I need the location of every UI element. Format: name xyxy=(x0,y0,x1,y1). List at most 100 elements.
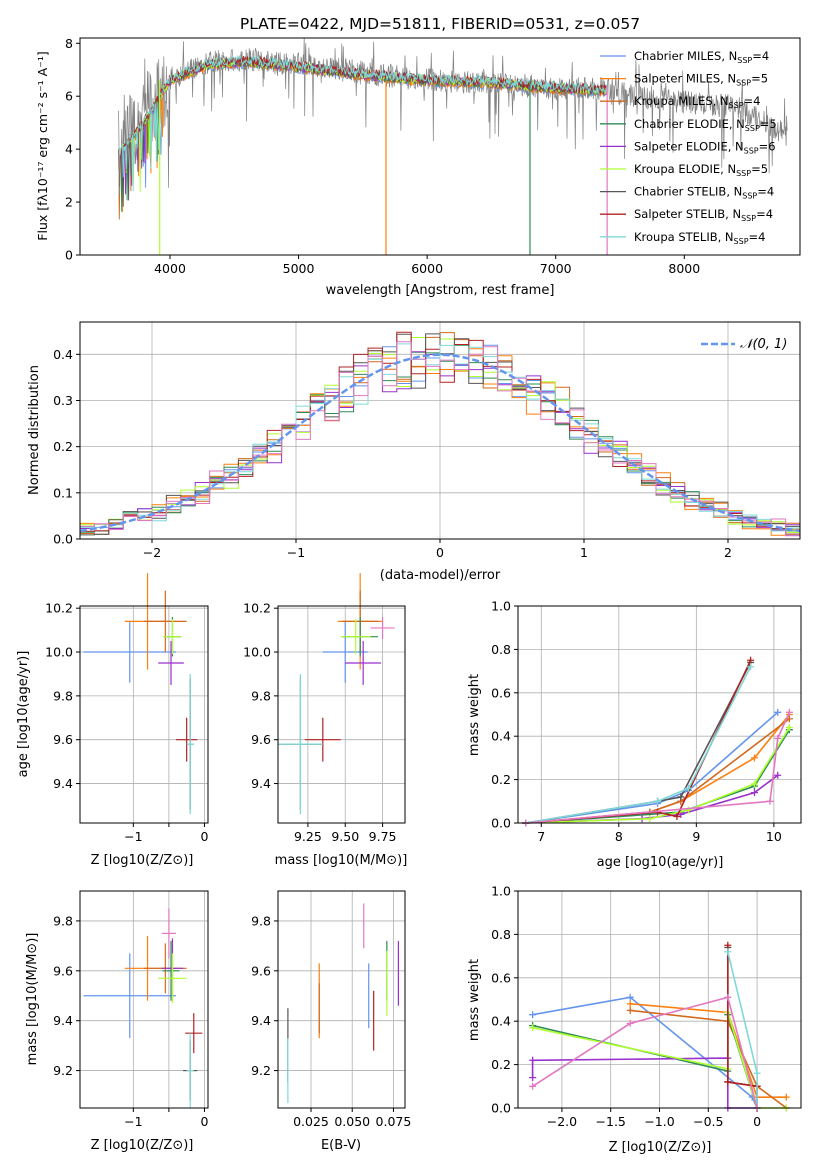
series-marker xyxy=(774,771,782,779)
x-tick-label: 9 xyxy=(692,829,700,844)
errorbar-point xyxy=(185,1013,203,1054)
x-tick-label: 8000 xyxy=(668,261,700,276)
y-tick-label: 9.4 xyxy=(53,776,73,791)
series-marker xyxy=(673,812,681,820)
errorbar-point xyxy=(161,908,176,959)
y-tick-label: 9.8 xyxy=(53,913,73,928)
legend-label-main: Chabrier ELODIE, N xyxy=(634,117,745,131)
legend-label-sub: SSP xyxy=(734,237,749,246)
series-marker xyxy=(750,789,758,797)
x-tick-label: −1 xyxy=(124,1114,142,1129)
x-tick-label: 5000 xyxy=(283,261,315,276)
series-marker xyxy=(529,1074,537,1082)
series-marker xyxy=(626,1006,634,1014)
errorbar-point xyxy=(370,616,395,639)
age-weight-ylabel: mass weight xyxy=(467,674,482,756)
y-tick-label: 8 xyxy=(65,36,73,51)
spectrum-title: PLATE=0422, MJD=51811, FIBERID=0531, z=0… xyxy=(240,15,640,33)
x-tick-label: 0 xyxy=(436,545,444,560)
series-marker xyxy=(747,656,755,664)
x-tick-label: 7000 xyxy=(540,261,572,276)
y-tick-label: 0.2 xyxy=(491,1057,511,1072)
errorbar-point xyxy=(186,673,194,815)
errorbar-point xyxy=(345,641,382,685)
y-tick-label: 0.8 xyxy=(491,927,511,942)
series-marker xyxy=(774,708,782,716)
errorbar-point xyxy=(144,590,187,653)
spectrum-xlabel: wavelength [Angstrom, rest frame] xyxy=(326,283,555,298)
series-marker xyxy=(646,815,654,823)
y-tick-label: 9.6 xyxy=(53,732,73,747)
errorbar-point xyxy=(158,641,184,685)
series-marker xyxy=(750,780,758,788)
z-weight-plot: −2.0 −1.5 −1.0 −0.5 0 0.0 0.2 0.4 0.6 0.8 1.0 xyxy=(491,884,802,1129)
z-mass-ylabel: mass [log10(M/M⊙)] xyxy=(25,933,40,1066)
z-mass-xlabel: Z [log10(Z/Z⊙)] xyxy=(91,1138,194,1153)
legend-label-sub: SSP xyxy=(737,56,752,65)
legend-label-main: Salpeter MILES, N xyxy=(634,72,736,86)
series-marker xyxy=(724,948,732,956)
y-tick-label: 10.2 xyxy=(45,601,73,616)
legend-label: Kroupa MILES, NSSP=4 xyxy=(634,94,760,110)
legend-label-sub: SSP xyxy=(744,146,759,155)
series-marker xyxy=(747,663,755,671)
z-weight-ylabel: mass weight xyxy=(467,959,482,1041)
y-tick-label: 4 xyxy=(65,142,73,157)
z-mass-panel: −1 0 9.2 9.4 9.6 9.8 Z [log10(Z/Z⊙)] mass [lo… xyxy=(25,890,209,1153)
series-marker xyxy=(766,797,774,805)
x-tick-label: 9.50 xyxy=(331,829,359,844)
legend-label-main: Kroupa MILES, N xyxy=(634,94,729,108)
y-tick-label: 0.2 xyxy=(491,772,511,787)
errorbar-point xyxy=(83,621,176,683)
legend-label-tail: =4 xyxy=(752,49,769,63)
legend-label-main: Kroupa STELIB, N xyxy=(634,230,734,244)
series-marker xyxy=(626,1000,634,1008)
legend-label: Chabrier STELIB, NSSP=4 xyxy=(634,185,774,201)
panel-frame xyxy=(517,605,802,824)
series-line-kroupa_stelib xyxy=(525,666,752,824)
mass-age-xlabel: mass [log10(M/M⊙)] xyxy=(275,853,408,868)
series-marker xyxy=(782,1093,790,1101)
y-tick-label: 0.4 xyxy=(53,347,73,362)
y-tick-label: 9.4 xyxy=(251,1013,271,1028)
series-marker xyxy=(785,724,793,732)
x-tick-label: −0.5 xyxy=(693,1114,723,1129)
legend-label-sub: SSP xyxy=(729,101,744,110)
model-spectrum-kroupa_stelib xyxy=(118,54,608,196)
errorbar-point xyxy=(83,953,176,1039)
z-weight-panel: −2.0 −1.5 −1.0 −0.5 0 0.0 0.2 0.4 0.6 0.8 1.0 Z [l… xyxy=(467,884,802,1155)
x-tick-label: −2 xyxy=(143,545,161,560)
spectrum-frame xyxy=(79,37,801,256)
y-tick-label: 9.6 xyxy=(53,963,73,978)
panel-frame xyxy=(79,605,209,824)
series-line-chabrier_miles xyxy=(525,711,779,824)
ebv-mass-xlabel: E(B-V) xyxy=(321,1138,361,1153)
spectrum-ylabel: Flux [fλ10⁻¹⁷ erg cm⁻² s⁻¹ A⁻¹] xyxy=(35,51,50,240)
y-tick-label: 0.1 xyxy=(53,485,73,500)
panel-frame xyxy=(277,605,406,824)
legend-label-sub: SSP xyxy=(742,192,757,201)
x-tick-label: 0.050 xyxy=(334,1114,370,1129)
legend-label-tail: =4 xyxy=(757,185,774,199)
residual-axes: −2 −1 0 1 2 0.0 0.1 0.2 0.3 0.4 xyxy=(53,347,732,560)
legend-label-main: Salpeter STELIB, N xyxy=(634,207,741,221)
series-marker xyxy=(626,1019,634,1027)
normal-curve-line xyxy=(79,353,801,533)
residual-xlabel: (data-model)/error xyxy=(380,568,501,583)
y-tick-label: 0.4 xyxy=(491,1014,511,1029)
series-marker xyxy=(654,797,662,805)
y-tick-label: 2 xyxy=(65,195,73,210)
errorbar-point xyxy=(278,673,323,815)
series-marker xyxy=(750,754,758,762)
spectrum-lines xyxy=(118,38,788,255)
points xyxy=(287,903,400,1104)
legend-label-sub: SSP xyxy=(745,124,760,133)
series-marker xyxy=(724,941,732,949)
legend-label: Chabrier ELODIE, NSSP=5 xyxy=(634,117,777,133)
points xyxy=(83,573,198,815)
residual-ylabel: Normed distribution xyxy=(27,365,42,495)
z-weight-xlabel: Z [log10(Z/Z⊙)] xyxy=(609,1140,712,1155)
series-marker xyxy=(529,1056,537,1064)
